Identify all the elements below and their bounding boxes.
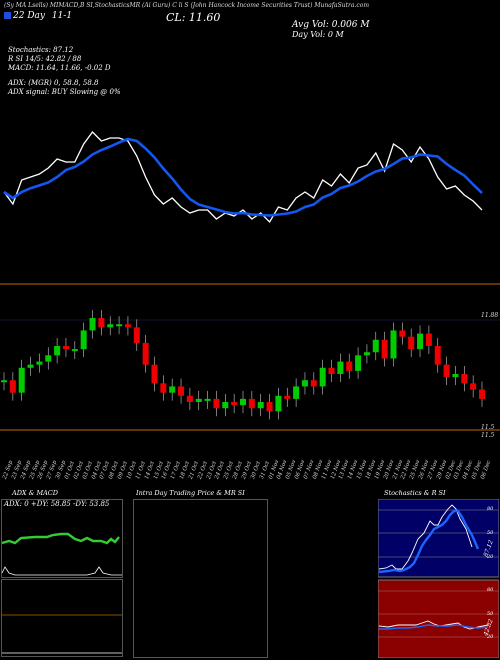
candle-body (363, 352, 370, 356)
candle-body (222, 402, 229, 409)
stoch-panel-title: Stochastics & R SI (384, 489, 446, 497)
candle-body (116, 324, 123, 327)
candle-body (54, 346, 61, 356)
rsi-tick-50: 50 (487, 611, 494, 617)
candle-body (240, 398, 246, 406)
candles-group (1, 310, 485, 420)
candle-body (36, 361, 43, 365)
candle-body (9, 380, 16, 393)
day-volume: Day Vol: 0 M (292, 30, 344, 39)
candle-body (461, 374, 468, 384)
legend-swatch-icon (4, 12, 11, 19)
price-label-lower: 11.5 (481, 424, 495, 431)
candle-body (434, 346, 441, 365)
rsi-readout: R SI 14/5: 42.82 / 88 (8, 55, 82, 63)
stoch-panel (378, 499, 499, 658)
moving-average-line (3, 137, 483, 217)
candle-body (195, 398, 202, 402)
rsi-line (378, 620, 489, 630)
candle-body (337, 361, 344, 374)
avg-volume: Avg Vol: 0.006 M (292, 20, 370, 30)
candle-body (169, 386, 176, 393)
intraday-panel-title: Intra Day Trading Price & MR SI (136, 489, 245, 497)
candle-body (1, 380, 7, 383)
date-axis: 22 Sep 23 Sep 24 Sep 25 Sep 26 Sep 27 Sep 30 S… (0, 438, 500, 488)
macd-readout: MACD: 11.64, 11.66, -0.02 D (8, 64, 111, 72)
candle-body (71, 349, 78, 352)
candle-body (89, 318, 96, 331)
price-label-upper: 11.88 (481, 312, 499, 319)
candle-body (425, 333, 432, 346)
candle-body (213, 398, 220, 409)
candle-body (204, 398, 211, 401)
candle-body (98, 318, 105, 328)
candle-body (142, 342, 149, 365)
candle-body (45, 355, 52, 362)
candle-body (160, 383, 167, 393)
candle-body (301, 380, 308, 387)
candle-body (346, 361, 353, 371)
stoch-k-line (378, 504, 473, 570)
candle-body (284, 395, 291, 399)
adx-green-line (1, 532, 120, 545)
ma-values: 11-1 (51, 11, 73, 21)
candle-body (479, 389, 485, 399)
candle-body (107, 324, 114, 328)
candle-body (62, 346, 69, 350)
candle-body (328, 367, 335, 374)
candle-body (355, 355, 362, 371)
candle-body (186, 395, 193, 402)
adx-signal-readout: ADX signal: BUY Slowing @ 0% (8, 88, 121, 96)
adx-panel-title: ADX & MACD (12, 489, 58, 497)
candle-body (275, 395, 282, 412)
candle-body (266, 402, 273, 412)
candle-body (27, 364, 34, 368)
adx-panel (1, 499, 123, 657)
candle-body (443, 364, 450, 378)
price-label-lower-2: 11.5 (481, 432, 495, 439)
stoch-tick-20: 20 (487, 554, 494, 560)
candle-body (310, 380, 317, 387)
candle-body (257, 402, 264, 409)
legend-label: 22 Day (13, 11, 45, 21)
stoch-tick-80: 80 (487, 506, 494, 512)
candle-body (319, 367, 326, 387)
candle-body (151, 364, 158, 384)
legend-row: 22 Day 11-1 (4, 11, 72, 21)
close-price: CL: 11.60 (166, 11, 221, 24)
rsi-tick-20: 20 (487, 634, 494, 640)
stochastics-readout: Stochastics: 87.12 (8, 46, 74, 54)
stoch-tick-50: 50 (487, 530, 494, 536)
adx-values: ADX: 0 +DY: 58.85 -DY: 53.85 (4, 500, 110, 508)
candle-body (417, 333, 424, 350)
candle-body (178, 386, 185, 396)
rsi-tick-80: 80 (487, 587, 494, 593)
adx-white-line (1, 566, 122, 576)
candle-body (399, 330, 406, 337)
rsi-signal-line (379, 624, 489, 630)
price-line (3, 131, 483, 224)
candle-body (248, 398, 255, 409)
candle-body (124, 324, 131, 328)
candle-body (372, 339, 379, 353)
main-chart (0, 131, 500, 431)
candle-body (80, 330, 87, 350)
candle-body (390, 330, 397, 359)
candle-body (293, 386, 300, 399)
candle-body (408, 336, 415, 350)
candle-body (133, 327, 140, 343)
intraday-panel (133, 499, 268, 658)
candle-body (18, 367, 25, 393)
candle-body (470, 383, 477, 390)
header-line: (Sy MA Lsells) MIMACD,B SI,StochasticsMR… (4, 2, 370, 9)
candle-body (231, 402, 238, 406)
adx-readout: ADX: (MGR) 0, 58.8, 58.8 (8, 79, 99, 87)
candle-body (381, 339, 388, 359)
stoch-d-line (378, 509, 480, 574)
candle-body (452, 374, 459, 378)
